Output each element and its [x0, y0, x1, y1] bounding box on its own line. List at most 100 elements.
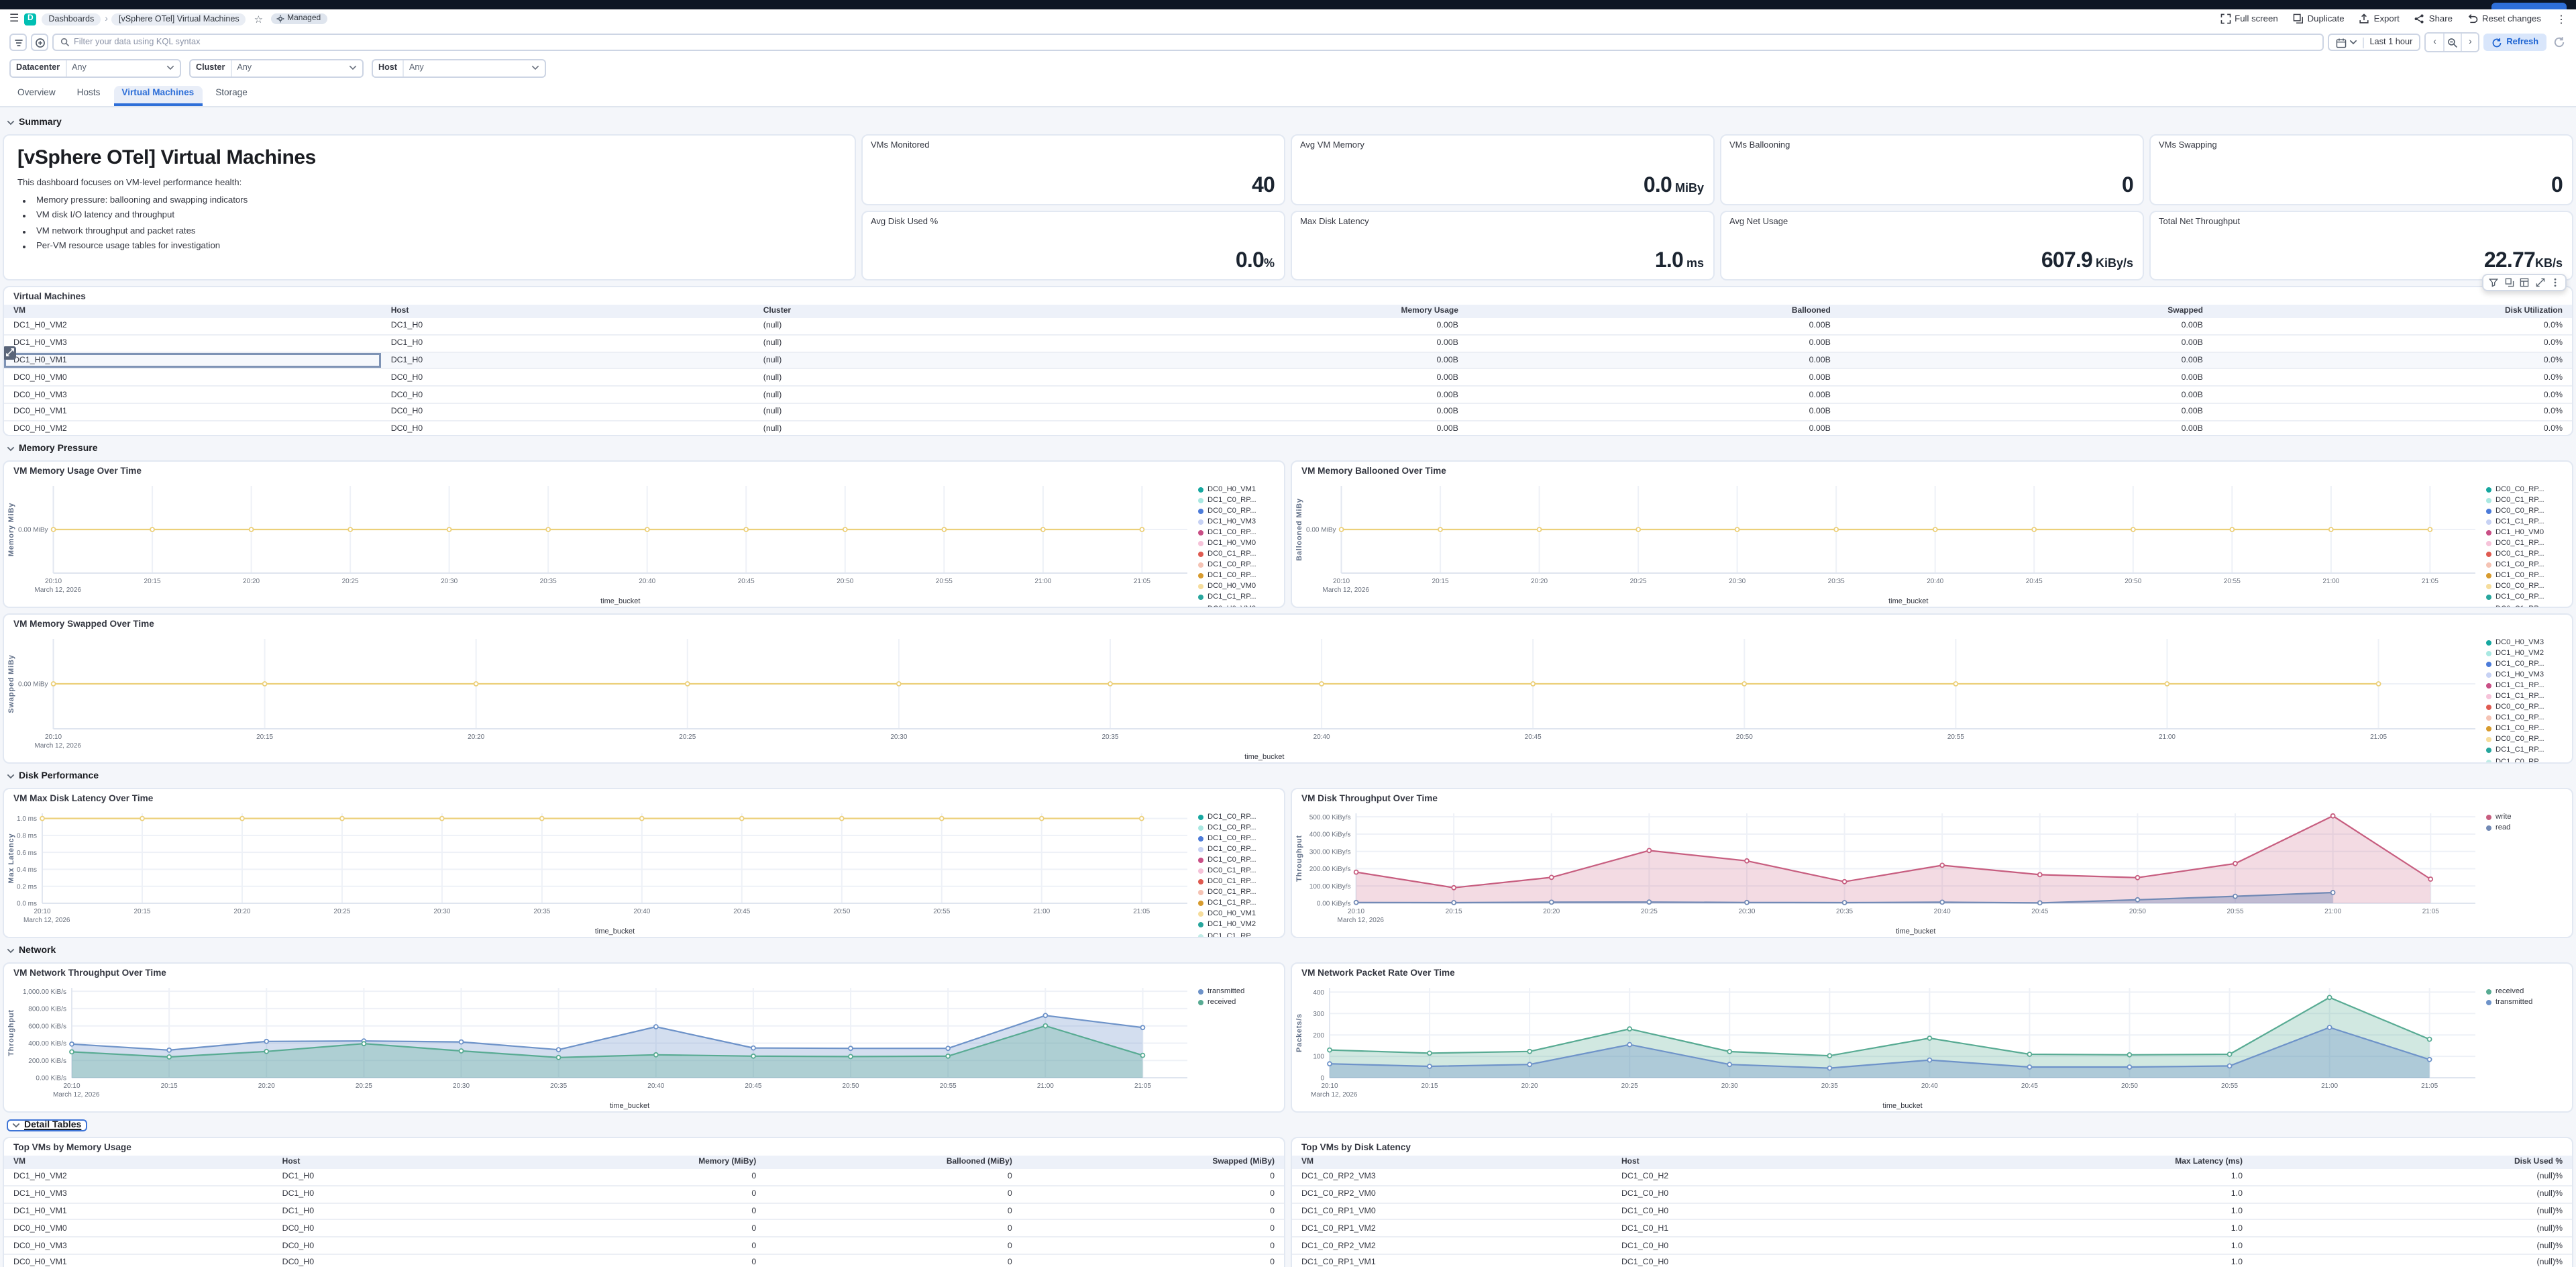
column-header[interactable]: Host [272, 1155, 504, 1168]
legend-item[interactable]: DC1_H0_VM2 [1198, 921, 1280, 929]
column-header[interactable]: VM [1292, 1155, 1612, 1168]
table-cell[interactable]: DC0_H0 [272, 1219, 504, 1238]
table-cell[interactable]: 0 [765, 1219, 1022, 1238]
table-cell[interactable]: DC0_H0 [381, 403, 754, 421]
table-cell[interactable]: 0.00B [1467, 420, 1840, 434]
legend-item[interactable]: DC1_C0_RP... [1198, 572, 1280, 580]
table-cell[interactable]: 0 [1021, 1237, 1284, 1255]
table-cell[interactable]: DC1_C0_RP1_VM2 [1292, 1219, 1612, 1238]
panel-filter-icon[interactable] [2489, 277, 2498, 287]
legend-item[interactable]: DC1_C0_RP... [1198, 561, 1280, 569]
section-header-disk-performance[interactable]: Disk Performance [7, 768, 2569, 783]
table-cell[interactable]: 0 [503, 1168, 766, 1186]
table-cell[interactable]: 0 [1021, 1168, 1284, 1186]
legend-item[interactable]: DC1_C0_RP... [1198, 856, 1280, 864]
table-cell[interactable]: DC1_H0 [381, 334, 754, 353]
legend-item[interactable]: DC0_C1_RP... [2486, 540, 2568, 548]
table-cell[interactable]: 0.00B [1467, 403, 1840, 421]
table-cell[interactable]: 0 [1021, 1254, 1284, 1267]
table-cell[interactable]: (null) [753, 386, 1108, 404]
legend-item[interactable]: DC0_C0_RP... [2486, 703, 2568, 711]
menu-hamburger-icon[interactable]: ☰ [9, 12, 19, 24]
legend-item[interactable]: DC0_C0_RP... [2486, 507, 2568, 515]
table-cell[interactable]: 0.00B [1467, 334, 1840, 353]
tab-overview[interactable]: Overview [17, 89, 56, 98]
table-cell[interactable]: DC1_H0 [272, 1203, 504, 1221]
filter-menu-button[interactable] [9, 34, 27, 51]
column-header[interactable]: Host [381, 304, 754, 317]
legend-item[interactable]: DC0_C0_RP... [2486, 583, 2568, 591]
table-cell[interactable]: DC0_H0 [381, 420, 754, 434]
legend-item[interactable]: DC1_C1_RP... [2486, 518, 2568, 526]
table-cell[interactable]: DC1_H0 [272, 1168, 504, 1186]
kql-search-input[interactable] [74, 38, 2316, 47]
add-filter-button[interactable] [31, 34, 48, 51]
legend-item[interactable]: DC1_C0_RP... [2486, 660, 2568, 668]
legend-item[interactable]: DC1_C0_RP... [2486, 572, 2568, 580]
table-cell[interactable]: DC1_C0_RP1_VM1 [1292, 1254, 1612, 1267]
table-cell[interactable]: 1.0 [1945, 1185, 2252, 1204]
panel-inspect-icon[interactable] [2520, 277, 2529, 287]
column-header[interactable]: Host [1612, 1155, 1945, 1168]
table-cell[interactable]: DC0_H0_VM2 [4, 420, 382, 434]
legend-item[interactable]: DC1_H0_VM0 [2486, 529, 2568, 537]
legend-item[interactable]: DC1_C0_RP... [2486, 714, 2568, 722]
legend-item[interactable]: DC0_H0_VM0 [1198, 583, 1280, 591]
legend-item[interactable]: DC1_C1_RP... [1198, 594, 1280, 602]
legend-item[interactable]: DC0_C1_RP... [1198, 878, 1280, 886]
table-cell[interactable]: 0.0% [2212, 317, 2572, 336]
breadcrumb-dashboard-title[interactable]: [vSphere OTel] Virtual Machines [111, 13, 246, 25]
column-header[interactable]: Swapped [1839, 304, 2212, 317]
legend-item[interactable]: DC0_C1_RP... [1198, 550, 1280, 558]
full-screen-button[interactable]: Full screen [2220, 13, 2278, 24]
table-cell[interactable]: 0.0% [2212, 368, 2572, 387]
legend-item[interactable]: DC0_H0_VM1 [1198, 911, 1280, 919]
table-cell[interactable]: (null)% [2251, 1219, 2572, 1238]
column-header[interactable]: Ballooned [1467, 304, 1840, 317]
table-row[interactable]: DC0_H0_VM1 DC0_H0 (null) 0.00B 0.00B 0.00B 0.0… [4, 403, 2572, 421]
table-row[interactable]: DC0_H0_VM3 DC0_H0 0 0 0 [4, 1237, 1284, 1255]
table-cell[interactable]: (null) [753, 317, 1108, 336]
kql-search-box[interactable] [52, 34, 2324, 51]
column-header[interactable]: Swapped (MiBy) [1021, 1155, 1284, 1168]
table-row[interactable]: DC1_C0_RP1_VM1 DC1_C0_H0 1.0 (null)% [1292, 1254, 2572, 1267]
table-cell[interactable]: DC0_H0_VM3 [4, 386, 382, 404]
table-cell[interactable]: (null)% [2251, 1168, 2572, 1186]
table-cell[interactable]: 0.00B [1108, 334, 1468, 353]
legend-item[interactable]: transmitted [2486, 998, 2568, 1006]
zoom-out-button[interactable] [2443, 34, 2461, 51]
table-cell[interactable]: 0.0% [2212, 352, 2572, 370]
table-cell[interactable]: 0.00B [1108, 368, 1468, 387]
panel-kebab-icon[interactable] [2551, 277, 2560, 287]
table-cell[interactable]: DC0_H0_VM0 [4, 368, 382, 387]
table-row[interactable]: DC0_H0_VM0 DC0_H0 (null) 0.00B 0.00B 0.00B 0.0… [4, 368, 2572, 387]
table-cell[interactable]: 0 [1021, 1219, 1284, 1238]
legend-item[interactable]: DC0_C1_RP... [2486, 550, 2568, 558]
legend-item[interactable]: DC1_C0_RP... [1198, 834, 1280, 842]
table-row[interactable]: DC1_C0_RP2_VM0 DC1_C0_H0 1.0 (null)% [1292, 1185, 2572, 1204]
table-cell[interactable]: DC1_H0_VM1 [4, 1203, 273, 1221]
table-cell[interactable]: 0 [765, 1168, 1022, 1186]
table-cell[interactable]: 0.0% [2212, 386, 2572, 404]
table-cell[interactable]: DC1_C0_H1 [1612, 1219, 1945, 1238]
table-cell[interactable]: 0 [765, 1254, 1022, 1267]
table-cell[interactable]: 0.00B [1108, 403, 1468, 421]
panel-copy-icon[interactable] [2504, 277, 2514, 287]
table-row[interactable]: DC1_C0_RP2_VM2 DC1_C0_H0 1.0 (null)% [1292, 1237, 2572, 1255]
table-row[interactable]: DC1_H0_VM2 DC1_H0 (null) 0.00B 0.00B 0.00B 0.0… [4, 317, 2572, 336]
table-row[interactable]: DC1_H0_VM3 DC1_H0 (null) 0.00B 0.00B 0.00B 0.0… [4, 334, 2572, 360]
table-cell[interactable]: DC0_H0_VM3 [4, 1237, 273, 1255]
table-cell[interactable]: 0.00B [1108, 420, 1468, 434]
table-cell[interactable]: 0.0% [2212, 334, 2572, 353]
table-cell[interactable]: DC1_H0 [272, 1185, 504, 1204]
control-host[interactable]: Host Any [372, 59, 546, 77]
legend-item[interactable]: DC1_C0_RP... [2486, 758, 2568, 762]
legend-item[interactable]: DC0_C1_RP... [2486, 496, 2568, 504]
table-cell[interactable]: 0 [503, 1237, 766, 1255]
legend-item[interactable]: write [2486, 813, 2568, 821]
legend-item[interactable]: DC1_C0_RP... [1198, 846, 1280, 854]
column-header[interactable]: Max Latency (ms) [1945, 1155, 2252, 1168]
control-cluster[interactable]: Cluster Any [189, 59, 364, 77]
table-cell[interactable]: DC1_C0_H0 [1612, 1185, 1945, 1204]
favorite-star-icon[interactable]: ☆ [254, 13, 264, 25]
